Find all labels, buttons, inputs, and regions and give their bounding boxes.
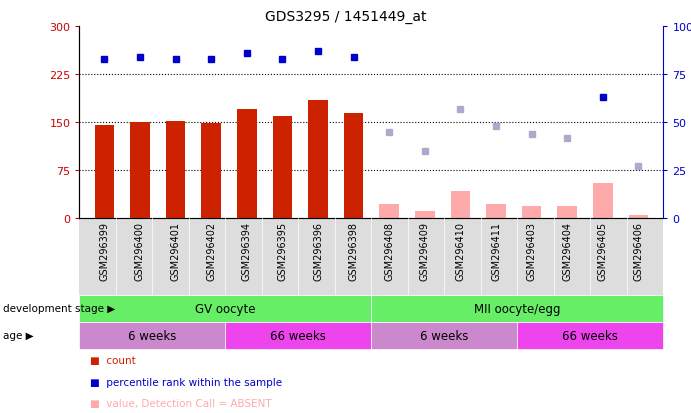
Bar [273,116,292,219]
Text: GDS3295 / 1451449_at: GDS3295 / 1451449_at [265,10,426,24]
Text: ■  count: ■ count [90,355,135,365]
Text: ■  percentile rank within the sample: ■ percentile rank within the sample [90,377,282,387]
Bar [344,113,363,219]
Text: 6 weeks: 6 weeks [420,329,468,342]
Bar [130,123,150,219]
Text: 6 weeks: 6 weeks [129,329,177,342]
Text: development stage ▶: development stage ▶ [3,304,115,314]
Text: 66 weeks: 66 weeks [562,329,618,342]
Bar [593,184,613,219]
Bar [415,211,435,219]
Text: 66 weeks: 66 weeks [270,329,326,342]
Text: ■  value, Detection Call = ABSENT: ■ value, Detection Call = ABSENT [90,398,272,408]
Bar [486,205,506,219]
Bar [308,100,328,219]
Bar [95,126,114,219]
Bar [379,205,399,219]
Bar [558,206,577,219]
Text: MII oocyte/egg: MII oocyte/egg [474,302,560,315]
Bar [237,110,256,219]
Bar [451,192,470,219]
Text: GV oocyte: GV oocyte [195,302,256,315]
Bar [166,121,185,219]
Bar [201,124,221,219]
Bar [522,206,542,219]
Text: age ▶: age ▶ [3,330,34,341]
Bar [629,216,648,219]
